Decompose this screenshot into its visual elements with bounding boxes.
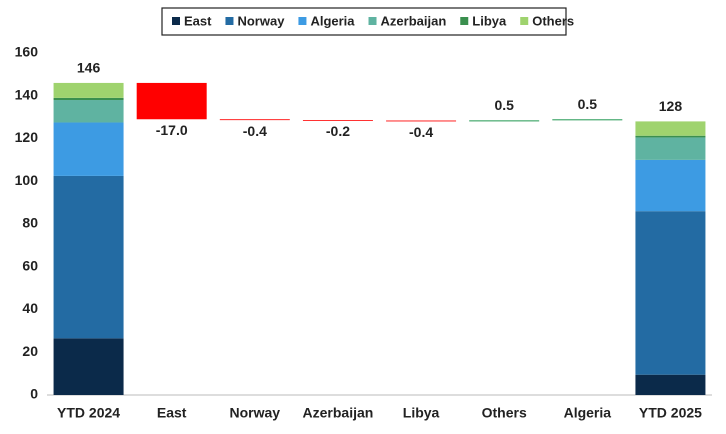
legend-label: Others: [532, 13, 574, 28]
change-bar: [302, 120, 373, 121]
stack-segment: [635, 135, 706, 138]
stack-segment: [53, 338, 124, 395]
y-tick-label: 20: [22, 343, 38, 359]
stack-segment: [53, 100, 124, 123]
y-tick-label: 140: [15, 86, 39, 102]
legend-label: Norway: [237, 13, 285, 28]
x-tick-label: Others: [482, 405, 527, 421]
legend-swatch: [172, 17, 180, 25]
legend-swatch: [520, 17, 529, 25]
change-bar: [219, 119, 290, 121]
change-label: 0.5: [578, 96, 598, 112]
stack-segment: [635, 211, 706, 375]
y-tick-label: 160: [15, 44, 39, 60]
stack-segment: [53, 97, 124, 101]
change-bar: [386, 120, 457, 122]
stack-segment: [635, 121, 706, 136]
stack-segment: [635, 137, 706, 160]
change-label: -0.4: [243, 123, 267, 139]
x-tick-label: Azerbaijan: [303, 405, 374, 421]
x-tick-label: YTD 2024: [57, 405, 120, 421]
stack-segment: [53, 82, 124, 98]
y-tick-label: 0: [30, 386, 38, 402]
x-tick-label: Norway: [230, 405, 281, 421]
x-tick-label: YTD 2025: [639, 405, 702, 421]
stack-segment: [635, 159, 706, 212]
x-tick-label: Algeria: [564, 405, 612, 421]
legend-label: Azerbaijan: [381, 13, 447, 28]
legend-label: Libya: [472, 13, 507, 28]
change-bar: [136, 82, 207, 120]
x-tick-label: East: [157, 405, 187, 421]
legend-swatch: [225, 17, 234, 25]
legend-swatch: [460, 17, 469, 25]
y-tick-label: 100: [15, 172, 39, 188]
y-tick-label: 120: [15, 129, 39, 145]
y-tick-label: 40: [22, 300, 38, 316]
y-tick-label: 80: [22, 215, 38, 231]
stack-segment: [635, 374, 706, 395]
legend-swatch: [298, 17, 307, 25]
total-label: 146: [77, 60, 101, 76]
change-label: -0.2: [326, 123, 350, 139]
change-bar: [552, 119, 623, 121]
stack-segment: [53, 122, 124, 176]
legend-swatch: [368, 17, 377, 25]
total-label: 128: [659, 98, 683, 114]
change-label: -0.4: [409, 124, 433, 140]
change-bar: [469, 120, 540, 122]
stack-segment: [53, 175, 124, 339]
legend-label: East: [184, 13, 212, 28]
change-label: -17.0: [156, 122, 188, 138]
x-tick-label: Libya: [403, 405, 440, 421]
change-label: 0.5: [494, 97, 514, 113]
y-tick-label: 60: [22, 257, 38, 273]
legend-label: Algeria: [310, 13, 355, 28]
